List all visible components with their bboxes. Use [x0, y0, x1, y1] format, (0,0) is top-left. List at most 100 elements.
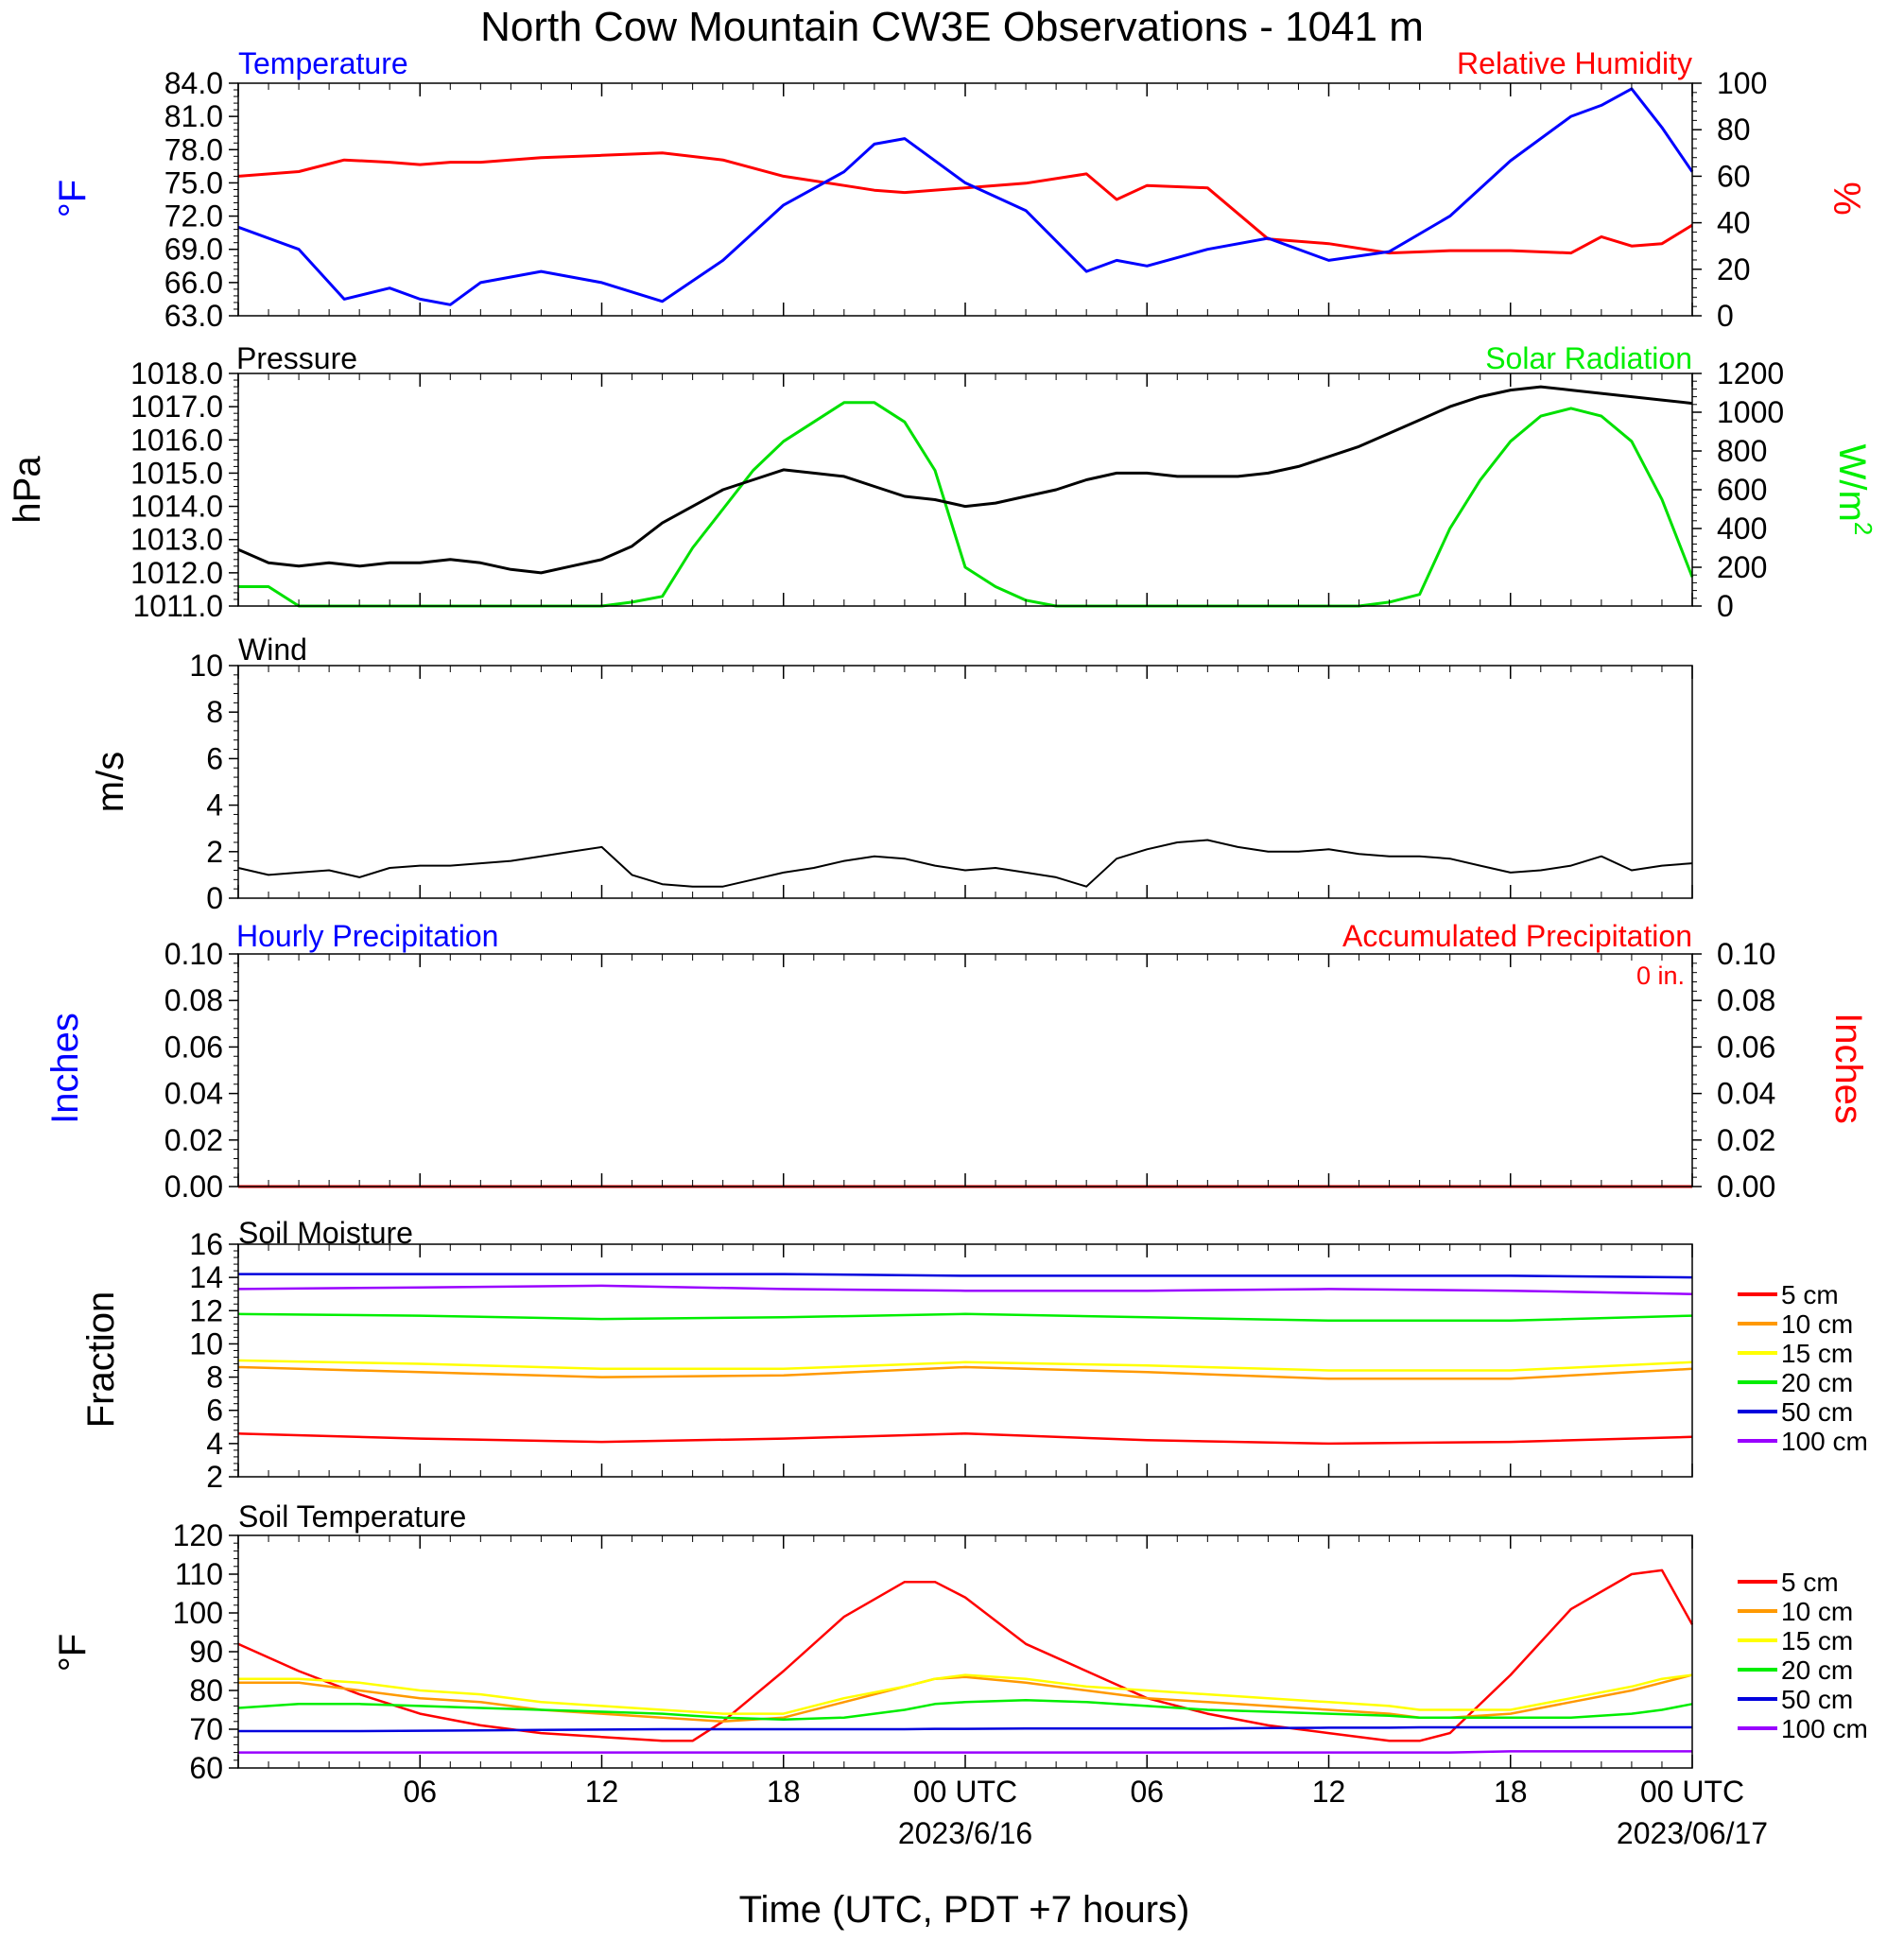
pressure-line	[237, 385, 1693, 575]
y-tick-label: 12	[189, 1293, 223, 1327]
y-tick-label: 80	[189, 1673, 223, 1707]
x-tick-label: 00 UTC	[913, 1775, 1017, 1809]
depth-line-2	[237, 1365, 1693, 1380]
y-tick-label: 80	[1717, 113, 1751, 147]
y-tick-label: 1014.0	[130, 490, 223, 524]
y-tick-label: 84.0	[164, 66, 223, 100]
y-tick-label: 120	[173, 1518, 223, 1552]
y-tick-label: 110	[175, 1557, 223, 1591]
legend-label: 15 cm	[1781, 1626, 1853, 1655]
y-tick-label: 0.06	[164, 1030, 223, 1064]
y-tick-label: 1018.0	[130, 356, 223, 390]
panel-soil-temperature: Soil Temperature °F 120 110 100 90 80 70 60 5 …	[52, 1499, 1868, 1785]
depth-line-4	[237, 1312, 1693, 1323]
y-tick-label: 1015.0	[130, 456, 223, 490]
hourly-precip-unit: Inches	[44, 1013, 86, 1124]
y-tick-label: 40	[1717, 206, 1751, 240]
temperature-y-ticks: 84.081.078.075.072.069.066.063.0	[164, 66, 238, 333]
y-tick-label: 69.0	[164, 233, 223, 267]
y-tick-label: 70	[189, 1712, 223, 1746]
y-tick-label: 1012.0	[130, 556, 223, 590]
x-date-label: 2023/06/17	[1617, 1816, 1768, 1850]
solar-unit-base: W/m	[1831, 444, 1873, 522]
x-tick-label: 18	[1494, 1775, 1528, 1809]
y-tick-label: 4	[206, 1427, 223, 1461]
y-tick-label: 800	[1717, 434, 1767, 468]
wind-unit: m/s	[90, 752, 131, 812]
y-tick-label: 400	[1717, 511, 1767, 546]
y-tick-label: 10	[189, 649, 223, 683]
pressure-solar-series	[237, 385, 1694, 608]
accum-precip-total: 0 in.	[1636, 962, 1685, 990]
y-tick-label: 1016.0	[130, 423, 223, 457]
y-tick-label: 0.00	[1717, 1170, 1775, 1204]
hourly-precip-title: Hourly Precipitation	[236, 919, 498, 953]
legend-label: 15 cm	[1781, 1339, 1853, 1368]
x-tick-label: 12	[1312, 1775, 1346, 1809]
y-tick-label: 0	[1717, 299, 1734, 333]
y-tick-label: 10	[189, 1326, 223, 1360]
depth-line-5	[238, 1273, 1693, 1279]
y-tick-label: 1017.0	[130, 390, 223, 424]
y-tick-label: 63.0	[164, 299, 223, 333]
soil-moisture-unit: Fraction	[80, 1291, 122, 1429]
legend-label: 5 cm	[1781, 1280, 1839, 1309]
legend-label: 20 cm	[1781, 1368, 1853, 1397]
y-tick-label: 6	[206, 741, 223, 775]
y-tick-label: 1011.0	[133, 589, 224, 623]
hourly-precip-y-ticks: 0.10 0.08 0.06 0.04 0.02 0.00	[164, 937, 238, 1204]
y-tick-label: 0.00	[164, 1170, 223, 1204]
y-tick-label: 0	[1717, 589, 1734, 623]
x-axis-label: Time (UTC, PDT +7 hours)	[739, 1889, 1190, 1931]
y-tick-label: 81.0	[164, 99, 223, 133]
accum-precip-y-ticks: 0.10 0.08 0.06 0.04 0.02 0.00	[1692, 937, 1775, 1204]
y-tick-label: 8	[206, 695, 223, 729]
depth-line-6	[238, 1750, 1692, 1754]
y-tick-label: 78.0	[164, 132, 223, 166]
y-tick-label: 0.04	[164, 1077, 223, 1111]
depth-line-3	[237, 1359, 1693, 1372]
wind-speed-line	[237, 839, 1693, 888]
y-tick-label: 2	[206, 1460, 223, 1494]
panel-temperature-humidity: Temperature Relative Humidity °F % 84.08…	[52, 46, 1867, 333]
y-tick-label: 1200	[1717, 356, 1784, 390]
x-tick-label: 18	[767, 1775, 801, 1809]
soil-temp-unit: °F	[52, 1634, 94, 1672]
wind-title: Wind	[238, 633, 307, 667]
y-tick-label: 0.02	[164, 1123, 223, 1157]
y-tick-label: 0.06	[1717, 1030, 1775, 1064]
solar-line	[238, 401, 1694, 608]
y-tick-label: 90	[189, 1635, 223, 1669]
temperature-unit: °F	[52, 180, 94, 217]
y-tick-label: 0.04	[1717, 1077, 1775, 1111]
y-tick-label: 0.08	[1717, 983, 1775, 1017]
soil-temp-title: Soil Temperature	[238, 1499, 466, 1534]
solar-unit-sup: 2	[1849, 522, 1878, 535]
solar-y-ticks: 1200 1000 800 600 400 200 0	[1692, 356, 1784, 623]
soil-moisture-series	[237, 1273, 1693, 1446]
legend-label: 100 cm	[1781, 1714, 1868, 1743]
depth-line-2	[238, 1673, 1693, 1724]
legend-label: 10 cm	[1781, 1309, 1853, 1339]
x-tick-label: 06	[403, 1775, 437, 1809]
legend-label: 20 cm	[1781, 1655, 1853, 1685]
depth-line-1	[237, 1432, 1693, 1446]
precip-plot-frame	[237, 953, 1693, 1187]
soil-temp-plot-frame	[237, 1534, 1693, 1769]
y-tick-label: 0.10	[164, 937, 223, 971]
y-tick-label: 100	[173, 1596, 223, 1630]
panel-pressure-solar: Pressure Solar Radiation hPa W/m2 1018.0…	[7, 341, 1878, 623]
legend-label: 5 cm	[1781, 1568, 1839, 1597]
y-tick-label: 4	[206, 789, 223, 823]
panel-precipitation: Hourly Precipitation Accumulated Precipi…	[44, 919, 1869, 1204]
solar-unit: W/m2	[1831, 444, 1878, 536]
y-tick-label: 0.02	[1717, 1123, 1775, 1157]
legend-label: 50 cm	[1781, 1685, 1853, 1714]
humidity-y-ticks: 100 80 60 40 20 0	[1692, 66, 1767, 333]
humidity-unit: %	[1826, 182, 1867, 216]
depth-line-6	[237, 1284, 1693, 1295]
